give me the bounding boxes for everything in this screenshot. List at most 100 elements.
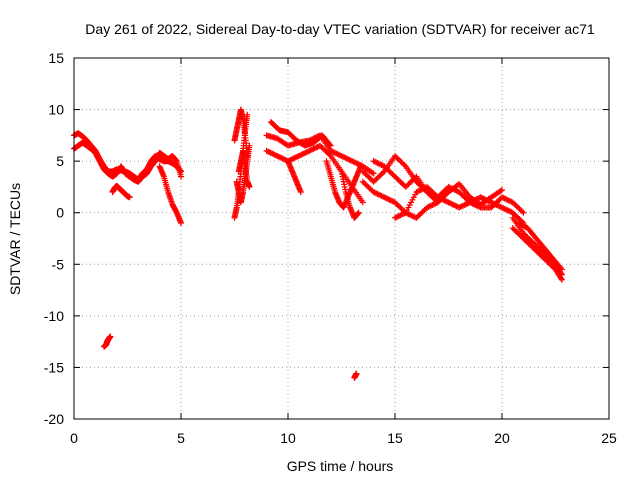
data-point-s0-g17-9-5 xyxy=(462,201,469,208)
data-point-s0-g10-4-7 xyxy=(315,143,322,150)
data-point-s0-g17-5-2 xyxy=(416,187,423,194)
data-point-s0-g19-0-6 xyxy=(400,211,407,218)
data-point-s0-g10-1-6 xyxy=(282,156,289,163)
data-point-s0-g19-4-0 xyxy=(434,199,441,206)
data-point-s0-g17-8-5 xyxy=(452,202,459,209)
data-points xyxy=(71,106,565,381)
data-point-s0-g18-0-5 xyxy=(377,161,384,168)
data-point-s0-g17-13-0 xyxy=(499,204,505,211)
chart-title: Day 261 of 2022, Sidereal Day-to-day VTE… xyxy=(85,21,595,37)
data-point-s0-g9-8-4 xyxy=(354,160,361,167)
y-tick-label-5: -10 xyxy=(44,308,64,324)
data-point-s0-g19-1-3 xyxy=(406,211,413,218)
data-point-s0-g16-13-0 xyxy=(499,194,505,201)
data-point-s0-g17-1-2 xyxy=(373,190,380,197)
data-point-s0-g11-6-7 xyxy=(326,141,333,148)
data-point-s0-g10-0-0 xyxy=(263,147,270,154)
data-point-s0-g9-8-2 xyxy=(351,159,358,166)
x-tick-label-3: 15 xyxy=(387,430,403,446)
data-point-s0-g10-2-7 xyxy=(294,153,301,160)
data-point-s0-g9-6-6 xyxy=(335,151,342,158)
data-point-s0-g17-7-7 xyxy=(444,198,451,205)
data-point-s0-g22-4-7 xyxy=(557,265,564,272)
y-tick-label-2: 5 xyxy=(56,153,64,169)
data-point-s0-g17-13-6 xyxy=(507,208,514,215)
data-point-s0-g17-13-5 xyxy=(505,207,512,214)
y-tick-label-4: -5 xyxy=(52,256,65,272)
data-point-s0-g10-1-4 xyxy=(279,155,286,162)
data-point-s0-g17-11-1 xyxy=(478,194,485,201)
data-point-s0-g17-11-0 xyxy=(477,194,484,201)
data-point-s0-g10-4-4 xyxy=(311,145,318,152)
data-point-s0-g19-3-0 xyxy=(424,204,431,211)
data-point-s0-g16-13-3 xyxy=(503,196,510,203)
data-point-s0-g19-3-6 xyxy=(432,200,439,207)
data-point-s0-g17-8-3 xyxy=(449,201,456,208)
data-point-s0-g3-5-0 xyxy=(178,220,184,227)
data-point-s0-g9-7-7 xyxy=(347,157,354,164)
data-point-s0-g17-13-3 xyxy=(503,206,510,213)
data-point-s0-g10-0-1 xyxy=(264,148,271,155)
data-point-s0-g8-5-0 xyxy=(246,183,253,190)
data-point-s0-g10-0-3 xyxy=(267,149,274,156)
data-point-s0-g19-3-5 xyxy=(430,201,437,208)
data-point-s0-g10-2-4 xyxy=(290,155,297,162)
data-point-s0-g21-5-0 xyxy=(558,276,565,283)
data-point-s0-g18-0-0 xyxy=(370,158,377,165)
data-point-s0-g7-6-0 xyxy=(246,142,253,149)
data-point-s0-g17-8-6 xyxy=(453,203,460,210)
data-point-s0-g10-4-2 xyxy=(309,146,316,153)
data-point-s0-g10-3-3 xyxy=(299,151,306,158)
data-point-s0-g9-6-2 xyxy=(330,149,337,156)
data-point-s0-g16-1-7 xyxy=(379,169,386,176)
x-tick-label-2: 10 xyxy=(280,430,296,446)
data-point-s0-g1-25-0 xyxy=(178,173,184,180)
data-point-s0-g18-7-7 xyxy=(454,181,461,188)
data-point-s0-g9-7-4 xyxy=(343,155,350,162)
data-point-s0-g18-12-0 xyxy=(499,187,505,194)
data-point-s0-g16-13-4 xyxy=(504,196,511,203)
data-point-s0-g19-0-1 xyxy=(393,214,400,221)
y-tick-label-6: -15 xyxy=(44,359,64,375)
data-point-s0-g10-2-5 xyxy=(291,154,298,161)
data-point-s0-g17-12-4 xyxy=(493,201,500,208)
plot-frame xyxy=(73,57,610,420)
data-point-s0-g19-0-0 xyxy=(392,214,398,221)
data-point-s0-g17-5-3 xyxy=(417,187,424,194)
data-point-s0-g17-5-1 xyxy=(414,188,421,195)
data-point-s0-g10-1-5 xyxy=(280,156,287,163)
data-point-s0-g17-2-3 xyxy=(385,196,392,203)
data-point-s0-g17-12-3 xyxy=(492,201,499,208)
data-point-s0-g10-3-4 xyxy=(301,150,308,157)
data-point-s0-g13-8-0 xyxy=(357,163,364,170)
data-point-s0-g9-8-1 xyxy=(350,158,357,165)
data-point-s0-g17-2-4 xyxy=(386,196,393,203)
data-point-s0-g17-1-0 xyxy=(370,189,377,196)
data-point-s0-g9-7-3 xyxy=(342,154,349,161)
data-point-s0-g17-9-0 xyxy=(456,204,463,211)
x-axis-label: GPS time / hours xyxy=(287,458,394,474)
data-point-s0-g14-4-0 xyxy=(355,209,362,216)
data-point-s0-g17-1-7 xyxy=(379,193,386,200)
data-point-s0-g21-4-7 xyxy=(558,275,565,282)
data-point-s0-g17-2-1 xyxy=(382,194,389,201)
data-point-s0-g17-8-0 xyxy=(445,199,452,206)
data-point-s0-g19-3-7 xyxy=(433,200,440,207)
data-point-s0-g10-0-7 xyxy=(272,152,279,159)
data-point-s0-g17-9-2 xyxy=(458,203,465,210)
data-point-s0-g19-0-5 xyxy=(398,211,405,218)
data-point-s0-g16-15-0 xyxy=(520,209,527,216)
data-point-s0-g10-4-0 xyxy=(306,147,313,154)
data-point-s0-g16-13-2 xyxy=(501,195,508,202)
data-point-s0-g17-2-5 xyxy=(387,197,394,204)
data-point-s0-g12-3-0 xyxy=(297,189,304,196)
data-point-s0-g17-2-2 xyxy=(383,195,390,202)
data-point-s0-g4-4-0 xyxy=(107,333,114,340)
data-point-s0-g17-13-1 xyxy=(500,205,507,212)
data-point-s0-g9-7-0 xyxy=(338,152,345,159)
data-point-s0-g10-1-2 xyxy=(276,154,283,161)
data-point-s0-g17-2-0 xyxy=(381,194,388,201)
data-point-s0-g17-8-4 xyxy=(450,201,457,208)
data-point-s0-g9-6-7 xyxy=(337,152,344,159)
data-point-s0-g18-0-2 xyxy=(373,159,380,166)
